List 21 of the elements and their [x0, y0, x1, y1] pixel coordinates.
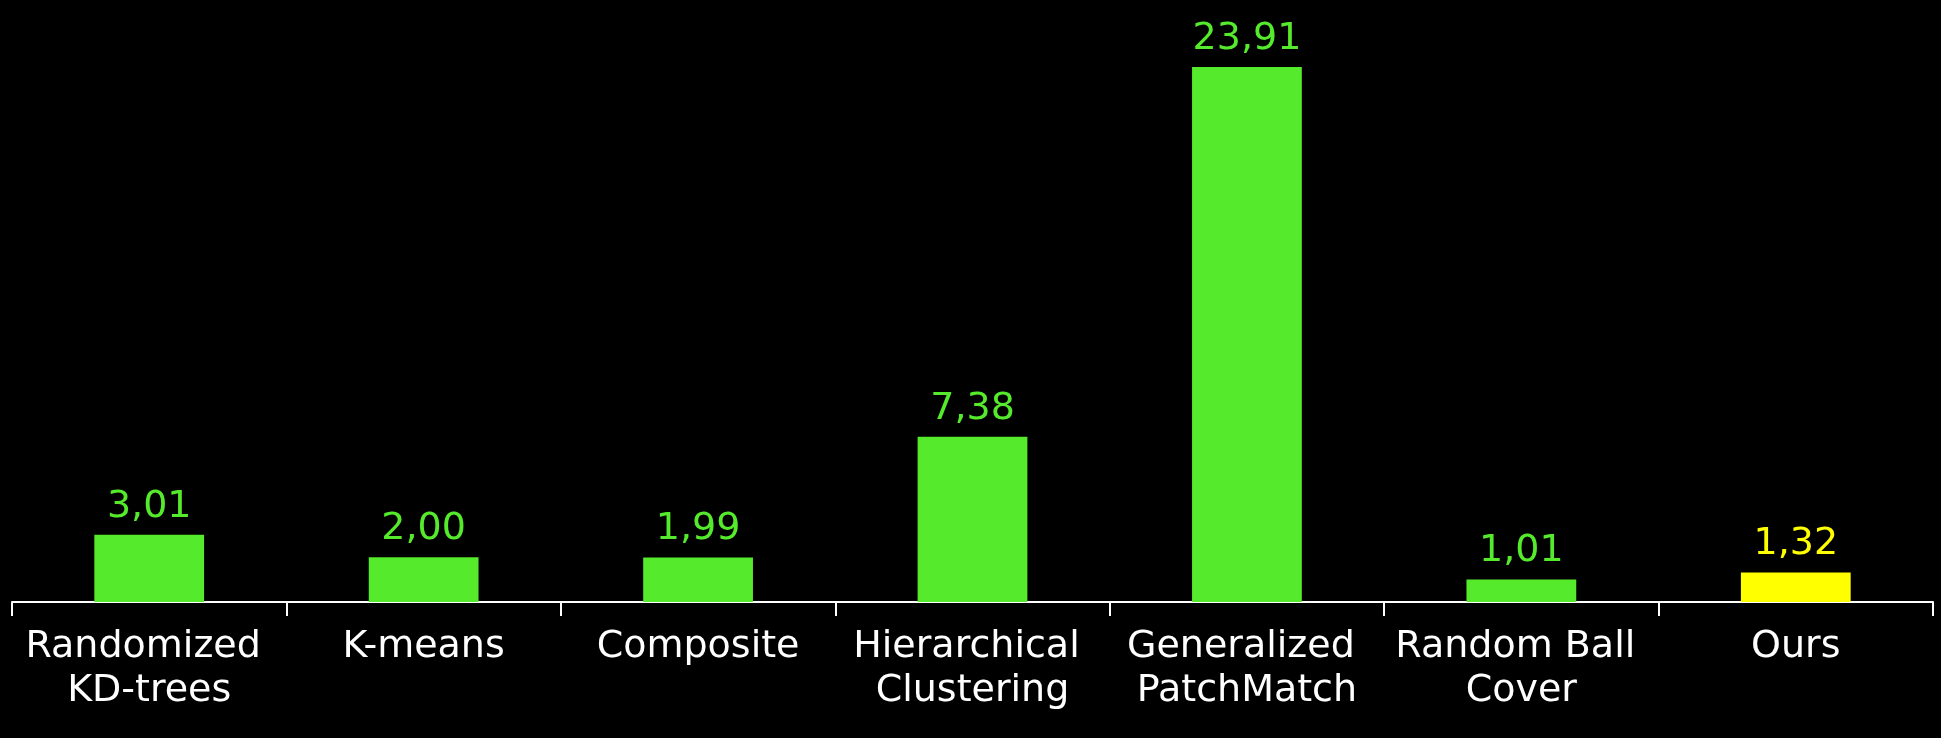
x-tick-label: Generalized PatchMatch	[1127, 622, 1367, 710]
bar	[643, 557, 753, 602]
data-label: 3,01	[106, 481, 192, 526]
bar	[368, 557, 479, 602]
x-tick-label: Randomized KD-trees	[25, 622, 273, 710]
data-label: 23,91	[1192, 14, 1302, 58]
x-tick-label: Ours	[1751, 622, 1841, 666]
bar	[1192, 67, 1302, 602]
bar	[94, 534, 205, 602]
bar	[1740, 572, 1851, 602]
x-tick-label: Random Ball Cover	[1395, 622, 1648, 710]
data-label: 2,00	[381, 504, 466, 549]
bar	[917, 436, 1028, 602]
x-tick-label: Composite	[596, 622, 800, 666]
data-label: 1,01	[1479, 526, 1564, 571]
bar	[1466, 579, 1577, 602]
data-label: 1,99	[655, 504, 741, 549]
x-tick-label: K-means	[342, 622, 505, 666]
data-label: 1,32	[1753, 519, 1839, 564]
x-tick-label: Hierarchical Clustering	[853, 622, 1092, 710]
data-label: 7,38	[930, 383, 1015, 428]
